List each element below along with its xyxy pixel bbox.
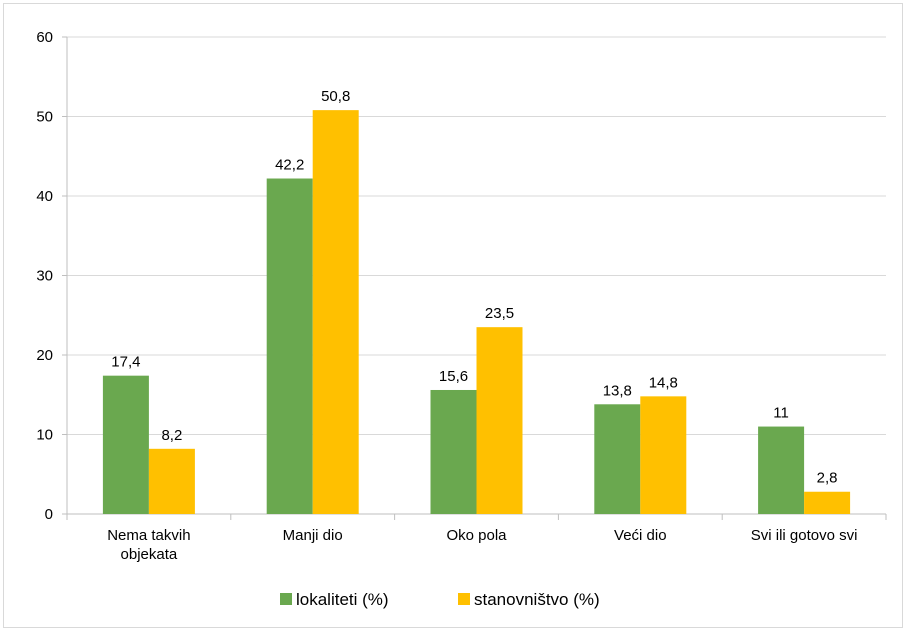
bar-lokaliteti [594, 404, 641, 514]
data-label: 50,8 [321, 88, 350, 105]
category-label: Svi ili gotovo svi [751, 527, 858, 544]
category-label: Oko pola [446, 527, 507, 544]
y-tick-label: 40 [36, 188, 53, 205]
legend-swatch [280, 593, 292, 605]
data-label: 2,8 [817, 470, 838, 487]
bar-lokaliteti [102, 375, 149, 514]
y-tick-label: 50 [36, 109, 53, 126]
data-label: 13,8 [603, 382, 632, 399]
data-label: 23,5 [485, 305, 514, 322]
bar-stanovnistvo [804, 491, 851, 514]
y-tick-label: 30 [36, 268, 53, 285]
category-label: Nema takvih [107, 527, 190, 544]
data-label: 42,2 [275, 157, 304, 174]
bar-stanovnistvo [148, 448, 195, 514]
y-tick-label: 10 [36, 427, 53, 444]
chart-frame: 0 10 20 30 40 50 60 17,4 8,2 Nema takvih objekata 4… [3, 3, 903, 628]
category-label: Manji dio [283, 527, 343, 544]
data-label: 17,4 [111, 354, 140, 371]
data-label: 8,2 [161, 427, 182, 444]
y-tick-label: 20 [36, 347, 53, 364]
bar-stanovnistvo [640, 396, 687, 514]
data-label: 11 [773, 405, 789, 422]
category-label: objekata [121, 546, 178, 563]
bar-lokaliteti [430, 389, 477, 514]
bar-chart: 0 10 20 30 40 50 60 17,4 8,2 Nema takvih objekata 4… [36, 29, 887, 609]
legend-label: lokaliteti (%) [296, 590, 389, 609]
bar-stanovnistvo [312, 110, 359, 514]
data-label: 15,6 [439, 368, 468, 385]
legend-label: stanovništvo (%) [474, 590, 600, 609]
data-label: 14,8 [649, 374, 678, 391]
bar-lokaliteti [758, 426, 805, 514]
category-label: Veći dio [614, 527, 667, 544]
bar-stanovnistvo [476, 327, 523, 514]
bar-lokaliteti [266, 178, 313, 514]
legend-swatch [458, 593, 470, 605]
y-tick-label: 0 [45, 506, 53, 523]
y-tick-label: 60 [36, 29, 53, 46]
